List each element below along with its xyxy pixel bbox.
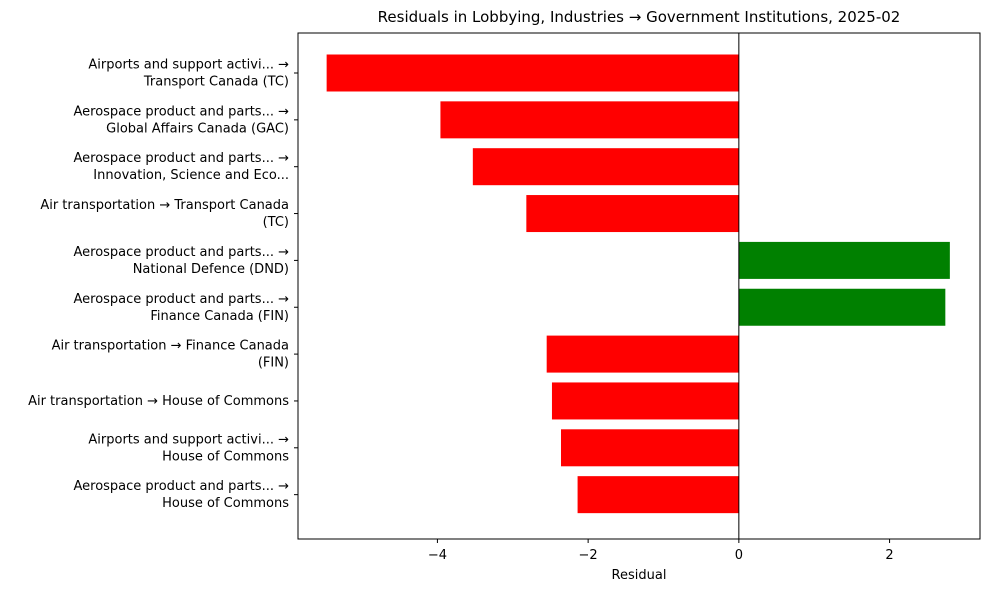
y-tick-label-line: Finance Canada (FIN) [150, 308, 289, 323]
bar-7 [546, 335, 739, 373]
y-tick-label: Aerospace product and parts... → Innovati… [73, 151, 289, 183]
y-tick-label: Aerospace product and parts... → National… [73, 244, 289, 276]
y-tick-label: Air transportation → Finance Canada (FIN) [52, 338, 289, 370]
bar-10 [577, 476, 739, 514]
bar-2 [440, 101, 739, 139]
bar-4 [526, 195, 739, 233]
y-tick-label-line: Aerospace product and parts... → [73, 151, 289, 166]
y-tick-label-line: Air transportation → House of Commons [28, 393, 289, 408]
y-tick-label-line: Airports and support activi... → [88, 432, 289, 447]
y-tick-label-line: Aerospace product and parts... → [73, 291, 289, 306]
bars-group [326, 54, 950, 514]
bar-1 [326, 54, 739, 92]
bar-3 [472, 148, 739, 186]
y-tick-label-line: Aerospace product and parts... → [73, 104, 289, 119]
y-tick-label-line: Air transportation → Transport Canada [40, 198, 289, 213]
y-tick-label: Aerospace product and parts... → Finance … [73, 291, 289, 323]
bar-9 [561, 429, 739, 467]
y-tick-label-line: Airports and support activi... → [88, 57, 289, 72]
y-tick-label-line: Innovation, Science and Eco... [93, 168, 289, 183]
y-tick-label-line: Transport Canada (TC) [143, 74, 289, 89]
y-tick-label: Airports and support activi... → House of… [88, 432, 289, 464]
y-tick-label-line: (TC) [263, 215, 289, 230]
x-axis-label: Residual [612, 568, 667, 583]
y-tick-label-line: Aerospace product and parts... → [73, 479, 289, 494]
y-tick-label-line: (FIN) [258, 355, 289, 370]
y-tick-label: Air transportation → House of Commons [28, 393, 289, 408]
x-tick-label: −4 [428, 548, 447, 563]
y-tick-label-line: House of Commons [162, 496, 289, 511]
y-tick-label: Airports and support activi... → Transpor… [88, 57, 289, 89]
y-tick-label-line: Air transportation → Finance Canada [52, 338, 289, 353]
bar-5 [738, 241, 950, 279]
x-tick-labels: −4 −2 0 2 [428, 539, 894, 563]
plot-frame [297, 32, 981, 540]
x-tick-label: 0 [735, 548, 743, 563]
x-tick-label: −2 [579, 548, 598, 563]
chart-title: Residuals in Lobbying, Industries → Gove… [378, 8, 901, 26]
y-tick-label-line: Aerospace product and parts... → [73, 244, 289, 259]
y-tick-label: Aerospace product and parts... → House of… [73, 479, 289, 511]
y-tick-label-line: House of Commons [162, 449, 289, 464]
y-tick-labels: Airports and support activi... → Transpor… [28, 57, 298, 511]
x-tick-label: 2 [885, 548, 893, 563]
y-tick-label-line: National Defence (DND) [133, 261, 289, 276]
bar-6 [738, 288, 946, 326]
y-tick-label: Air transportation → Transport Canada (TC… [40, 198, 289, 230]
y-tick-label: Aerospace product and parts... → Global A… [73, 104, 289, 136]
y-tick-label-line: Global Affairs Canada (GAC) [106, 121, 289, 136]
bar-8 [551, 382, 739, 420]
